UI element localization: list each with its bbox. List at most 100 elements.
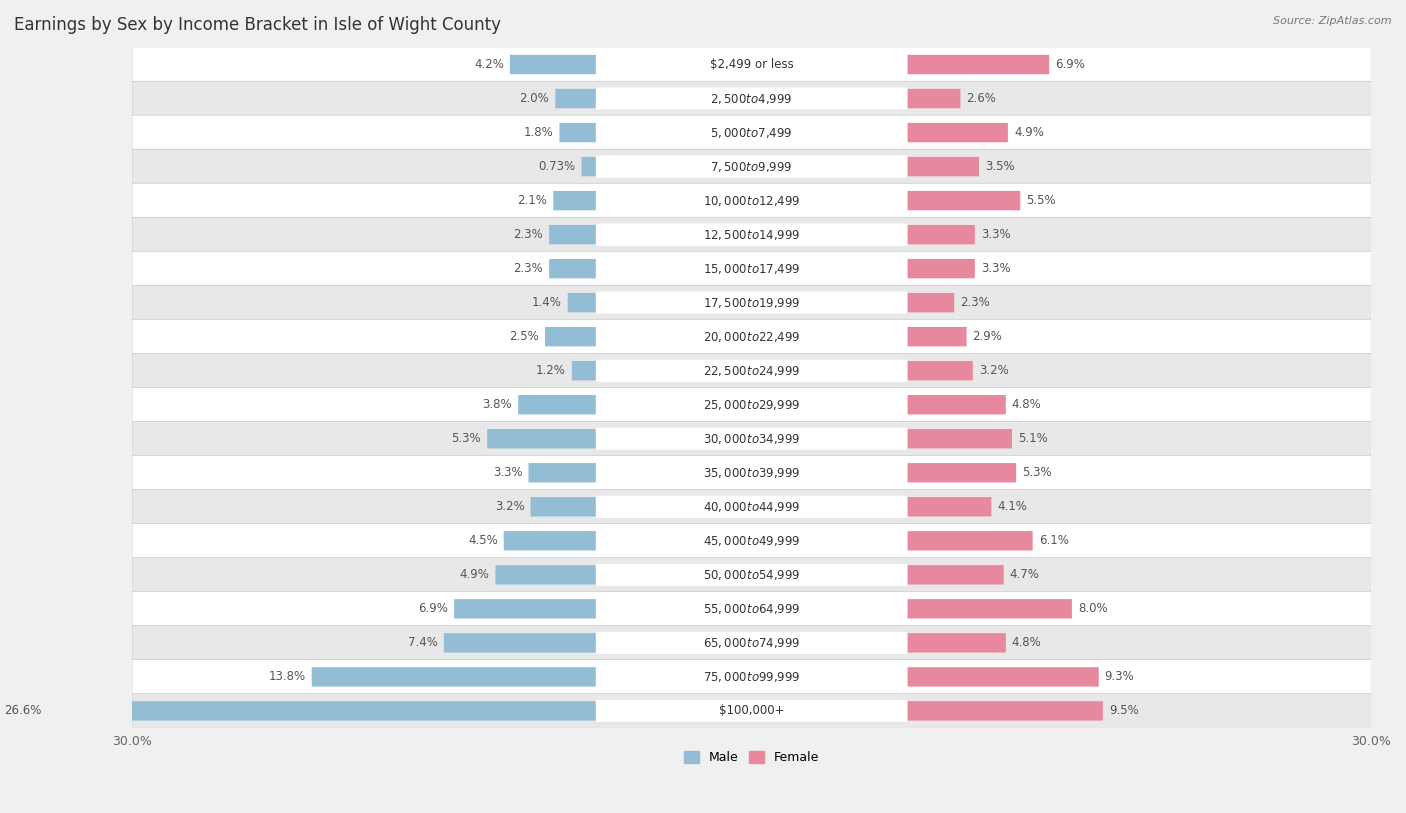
FancyBboxPatch shape	[907, 123, 1008, 142]
Text: 3.3%: 3.3%	[981, 262, 1011, 275]
Text: 13.8%: 13.8%	[269, 671, 305, 684]
Text: $22,500 to $24,999: $22,500 to $24,999	[703, 363, 800, 378]
FancyBboxPatch shape	[596, 530, 907, 552]
Text: $15,000 to $17,499: $15,000 to $17,499	[703, 262, 800, 276]
Text: $55,000 to $64,999: $55,000 to $64,999	[703, 602, 800, 615]
FancyBboxPatch shape	[132, 387, 1371, 422]
Text: $35,000 to $39,999: $35,000 to $39,999	[703, 466, 800, 480]
Text: 4.5%: 4.5%	[468, 534, 498, 547]
FancyBboxPatch shape	[907, 395, 1005, 415]
Text: $20,000 to $22,499: $20,000 to $22,499	[703, 330, 800, 344]
FancyBboxPatch shape	[572, 361, 598, 380]
Text: Source: ZipAtlas.com: Source: ZipAtlas.com	[1274, 16, 1392, 26]
FancyBboxPatch shape	[907, 701, 1102, 720]
FancyBboxPatch shape	[488, 429, 598, 449]
FancyBboxPatch shape	[596, 393, 907, 415]
FancyBboxPatch shape	[132, 320, 1371, 354]
FancyBboxPatch shape	[550, 225, 598, 245]
Text: 2.3%: 2.3%	[513, 262, 543, 275]
Text: 2.6%: 2.6%	[966, 92, 997, 105]
FancyBboxPatch shape	[132, 625, 1371, 660]
FancyBboxPatch shape	[596, 700, 907, 722]
FancyBboxPatch shape	[596, 428, 907, 450]
Text: $10,000 to $12,499: $10,000 to $12,499	[703, 193, 800, 207]
FancyBboxPatch shape	[132, 524, 1371, 559]
FancyBboxPatch shape	[554, 191, 598, 211]
FancyBboxPatch shape	[907, 157, 979, 176]
Text: 4.8%: 4.8%	[1012, 398, 1042, 411]
FancyBboxPatch shape	[596, 666, 907, 688]
Text: 4.2%: 4.2%	[474, 58, 503, 71]
Text: 4.9%: 4.9%	[1014, 126, 1043, 139]
Text: 9.5%: 9.5%	[1109, 704, 1139, 717]
FancyBboxPatch shape	[596, 598, 907, 620]
Text: 2.5%: 2.5%	[509, 330, 538, 343]
FancyBboxPatch shape	[596, 462, 907, 484]
FancyBboxPatch shape	[582, 157, 598, 176]
FancyBboxPatch shape	[503, 531, 598, 550]
FancyBboxPatch shape	[596, 632, 907, 654]
Text: $50,000 to $54,999: $50,000 to $54,999	[703, 567, 800, 582]
Text: 5.1%: 5.1%	[1018, 433, 1047, 446]
FancyBboxPatch shape	[568, 293, 598, 312]
FancyBboxPatch shape	[510, 54, 598, 74]
Text: 2.1%: 2.1%	[517, 194, 547, 207]
Text: 5.5%: 5.5%	[1026, 194, 1056, 207]
Text: 6.1%: 6.1%	[1039, 534, 1069, 547]
FancyBboxPatch shape	[907, 633, 1005, 653]
FancyBboxPatch shape	[907, 429, 1012, 449]
Text: 9.3%: 9.3%	[1105, 671, 1135, 684]
FancyBboxPatch shape	[132, 251, 1371, 286]
Text: 2.9%: 2.9%	[973, 330, 1002, 343]
FancyBboxPatch shape	[132, 115, 1371, 150]
Text: $5,000 to $7,499: $5,000 to $7,499	[710, 125, 793, 140]
FancyBboxPatch shape	[596, 258, 907, 280]
Text: 4.9%: 4.9%	[460, 568, 489, 581]
FancyBboxPatch shape	[560, 123, 598, 142]
FancyBboxPatch shape	[907, 293, 955, 312]
FancyBboxPatch shape	[596, 155, 907, 178]
Text: $100,000+: $100,000+	[718, 704, 785, 717]
Text: $2,499 or less: $2,499 or less	[710, 58, 793, 71]
Text: 5.3%: 5.3%	[1022, 467, 1052, 479]
Text: 2.3%: 2.3%	[960, 296, 990, 309]
Text: $7,500 to $9,999: $7,500 to $9,999	[710, 159, 793, 174]
FancyBboxPatch shape	[312, 667, 598, 686]
FancyBboxPatch shape	[495, 565, 598, 585]
FancyBboxPatch shape	[48, 701, 598, 720]
Legend: Male, Female: Male, Female	[679, 746, 824, 769]
Text: 4.7%: 4.7%	[1010, 568, 1039, 581]
Text: $65,000 to $74,999: $65,000 to $74,999	[703, 636, 800, 650]
FancyBboxPatch shape	[907, 361, 973, 380]
Text: 4.8%: 4.8%	[1012, 637, 1042, 650]
Text: Earnings by Sex by Income Bracket in Isle of Wight County: Earnings by Sex by Income Bracket in Isl…	[14, 16, 501, 34]
Text: $12,500 to $14,999: $12,500 to $14,999	[703, 228, 800, 241]
Text: $30,000 to $34,999: $30,000 to $34,999	[703, 432, 800, 446]
Text: $40,000 to $44,999: $40,000 to $44,999	[703, 500, 800, 514]
FancyBboxPatch shape	[546, 327, 598, 346]
Text: $2,500 to $4,999: $2,500 to $4,999	[710, 92, 793, 106]
FancyBboxPatch shape	[596, 88, 907, 110]
FancyBboxPatch shape	[596, 224, 907, 246]
FancyBboxPatch shape	[907, 531, 1032, 550]
Text: 0.73%: 0.73%	[538, 160, 575, 173]
FancyBboxPatch shape	[907, 191, 1021, 211]
FancyBboxPatch shape	[132, 558, 1371, 592]
FancyBboxPatch shape	[907, 599, 1071, 619]
FancyBboxPatch shape	[132, 81, 1371, 116]
Text: $75,000 to $99,999: $75,000 to $99,999	[703, 670, 800, 684]
Text: 3.3%: 3.3%	[981, 228, 1011, 241]
FancyBboxPatch shape	[132, 455, 1371, 490]
Text: 5.3%: 5.3%	[451, 433, 481, 446]
FancyBboxPatch shape	[596, 496, 907, 518]
Text: $25,000 to $29,999: $25,000 to $29,999	[703, 398, 800, 411]
FancyBboxPatch shape	[907, 225, 974, 245]
FancyBboxPatch shape	[907, 497, 991, 516]
FancyBboxPatch shape	[132, 354, 1371, 388]
FancyBboxPatch shape	[132, 183, 1371, 218]
Text: 6.9%: 6.9%	[1054, 58, 1085, 71]
FancyBboxPatch shape	[907, 89, 960, 108]
FancyBboxPatch shape	[550, 259, 598, 278]
Text: $17,500 to $19,999: $17,500 to $19,999	[703, 296, 800, 310]
Text: 6.9%: 6.9%	[419, 602, 449, 615]
